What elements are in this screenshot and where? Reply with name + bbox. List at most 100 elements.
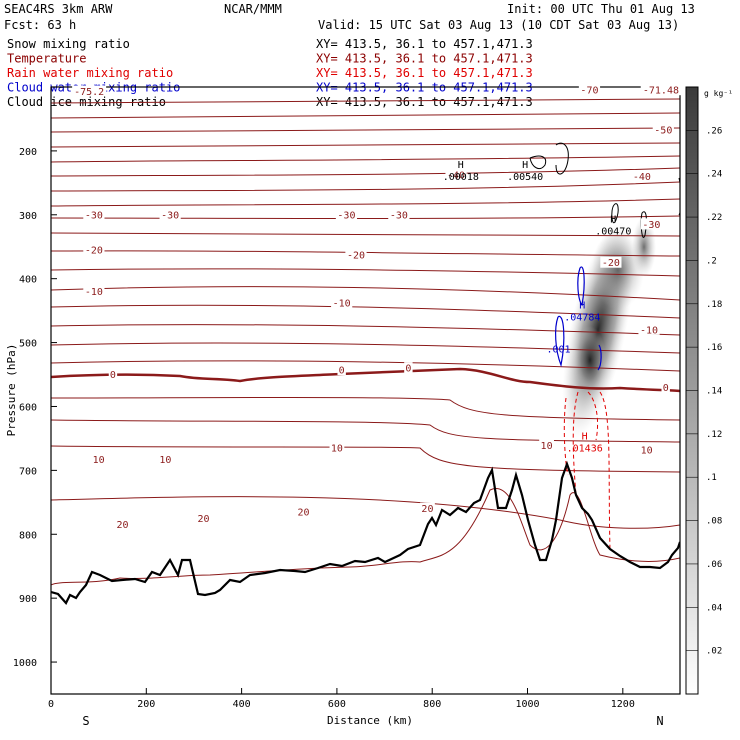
colorbar-tick-label: .1: [706, 473, 717, 483]
org-title: NCAR/MMM: [224, 2, 282, 16]
isotherm-label: 20: [116, 520, 128, 531]
maximum-value: .01436: [567, 444, 603, 455]
field-name: Rain water mixing ratio: [7, 66, 173, 80]
terrain-profile: [51, 460, 680, 605]
isotherm-label: -10: [85, 287, 103, 298]
field-name: Snow mixing ratio: [7, 37, 130, 51]
colorbar-tick-label: .06: [706, 560, 722, 570]
isotherm-label: 0: [110, 370, 116, 381]
x-tick-label: 600: [328, 699, 346, 710]
isotherm-label: 10: [641, 445, 653, 456]
model-title: SEAC4RS 3km ARW: [4, 2, 113, 16]
isotherm-label: -30: [642, 220, 660, 231]
isotherm-label: 20: [197, 514, 209, 525]
isotherm-label-bg: [335, 208, 358, 220]
y-tick-label: 600: [19, 402, 37, 413]
valid-time: Valid: 15 UTC Sat 03 Aug 13 (10 CDT Sat …: [318, 18, 679, 32]
init-time: Init: 00 UTC Thu 01 Aug 13: [507, 2, 695, 16]
isotherm-label: 0: [339, 366, 345, 377]
isotherm-label-bg: [539, 439, 554, 451]
field-xy-range: XY= 413.5, 36.1 to 457.1,471.3: [316, 66, 533, 80]
maximum-value: .00470: [595, 226, 631, 237]
isotherm-label-bg: [445, 169, 467, 181]
isotherm-label: 0: [663, 383, 669, 394]
maximum-value: .00540: [507, 172, 543, 183]
maximum-value: .00018: [443, 172, 479, 183]
colorbar-tick-label: .22: [706, 213, 722, 223]
isotherm-label-bg: [661, 381, 670, 393]
isotherm-label: 10: [541, 441, 553, 452]
isotherm-label: -10: [640, 325, 658, 336]
isotherm-label: -20: [602, 258, 620, 269]
isotherm-label-bg: [157, 453, 173, 465]
isotherm-label-bg: [296, 505, 311, 517]
colorbar-tick-label: .02: [706, 647, 722, 657]
field-xy-range: XY= 413.5, 36.1 to 457.1,471.3: [316, 95, 533, 109]
isotherm-label: -75.2: [74, 87, 104, 98]
isotherm-label-bg: [578, 84, 601, 96]
isotherm-label-bg: [83, 285, 105, 297]
isotherm-label-bg: [640, 218, 663, 230]
isotherm-label: -50: [654, 125, 672, 136]
x-tick-label: 400: [233, 699, 251, 710]
maximum-marker: H: [458, 160, 464, 171]
isotherm-label: -10: [333, 298, 351, 309]
isotherm-label: -71.48: [643, 86, 679, 97]
x-tick-label: 1000: [515, 699, 539, 710]
cloud-ice-shading: [562, 217, 656, 438]
isotherm-label-bg: [388, 208, 410, 220]
isotherm-label-bg: [83, 243, 105, 255]
colorbar-tick-label: .24: [706, 170, 722, 180]
maximum-marker: H: [610, 214, 616, 225]
plot-frame: [50, 86, 681, 695]
cloud-water-contours: [555, 266, 602, 371]
maximum-value: .04784: [564, 313, 600, 324]
freezing-level-isotherm: [51, 367, 680, 393]
isotherm-label-bg: [638, 323, 660, 335]
y-tick-label: 200: [19, 147, 37, 158]
x-tick-label: 1200: [611, 699, 635, 710]
isotherm-label: -20: [347, 251, 365, 262]
isotherm-label: 20: [421, 504, 433, 515]
y-axis-label: Pressure (hPa): [5, 344, 18, 437]
colorbar-tick-label: .14: [706, 387, 722, 397]
maximum-marker: H: [522, 160, 528, 171]
isotherm-label-bg: [345, 249, 367, 261]
isotherm-label-bg: [72, 85, 107, 97]
isotherm-label-bg: [108, 368, 118, 380]
isotherm-label: 20: [298, 507, 310, 518]
isotherm-label: -30: [85, 210, 103, 221]
field-name: Temperature: [7, 52, 86, 66]
field-name: Cloud ice mixing ratio: [7, 95, 166, 109]
y-tick-label: 400: [19, 275, 37, 286]
isotherm-label: -30: [161, 210, 179, 221]
isotherm-label-bg: [639, 443, 655, 455]
isotherm-label: 0: [405, 364, 411, 375]
isotherm-label-bg: [196, 512, 211, 524]
colorbar-tick-label: .12: [706, 430, 722, 440]
x-tick-label: 0: [48, 699, 54, 710]
isotherm-label-bg: [631, 170, 653, 182]
north-label: N: [656, 714, 663, 728]
isotherm-label-bg: [404, 362, 413, 374]
isotherm-label-bg: [337, 364, 346, 376]
y-tick-label: 1000: [13, 658, 37, 669]
isotherm-label-bg: [91, 453, 107, 465]
y-tick-label: 900: [19, 594, 37, 605]
colorbar-tick-label: .26: [706, 126, 722, 136]
isotherm-label: 10: [159, 455, 171, 466]
field-xy-range: XY= 413.5, 36.1 to 457.1,471.3: [316, 52, 533, 66]
y-tick-label: 500: [19, 339, 37, 350]
isotherm-label-bg: [329, 442, 345, 454]
isotherm-label-bg: [331, 296, 353, 308]
y-tick-label: 700: [19, 466, 37, 477]
x-tick-label: 800: [423, 699, 441, 710]
rain-water-contours: [563, 391, 611, 551]
isotherm-20: [51, 487, 680, 586]
colorbar-tick-label: .18: [706, 300, 722, 310]
isotherm-label-bg: [420, 502, 435, 514]
x-axis-label: Distance (km): [327, 714, 413, 727]
colorbar-tick-label: .04: [706, 603, 722, 613]
isotherm-label: -20: [85, 245, 103, 256]
